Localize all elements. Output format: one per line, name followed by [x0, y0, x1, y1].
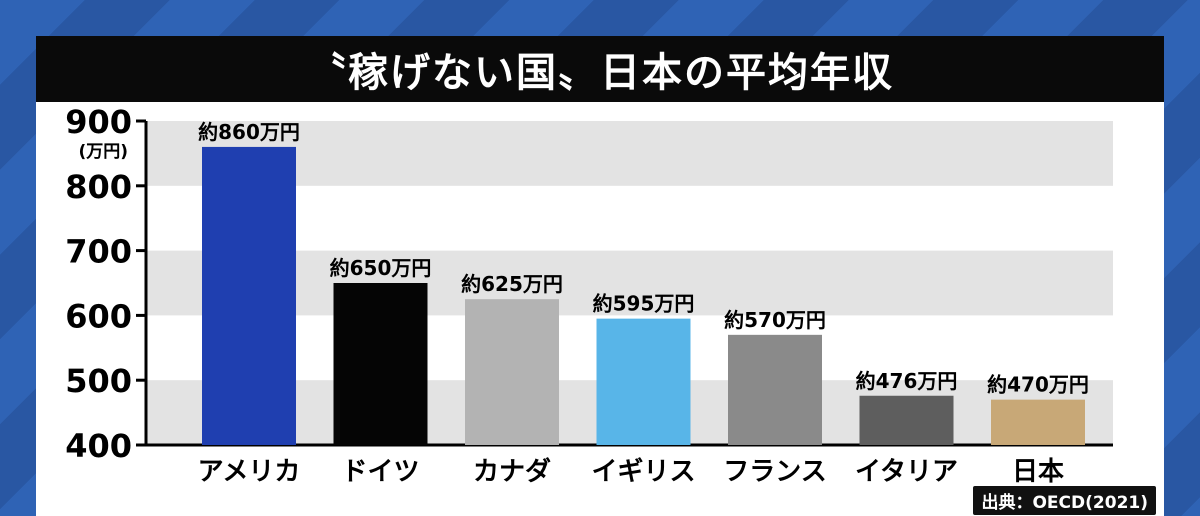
- bar: [991, 399, 1085, 445]
- y-tick-label: 800: [65, 168, 132, 206]
- bar: [202, 146, 296, 446]
- y-tick-label: 700: [65, 233, 132, 271]
- data-label: 約570万円: [724, 308, 826, 332]
- x-category-label: イタリア: [855, 457, 958, 487]
- bar: [333, 283, 428, 445]
- bar: [859, 395, 954, 445]
- chart-panel: 400 500 600 700 800 900 (万円) 約860万円アメリカ 約650万円ドイ…: [36, 102, 1164, 516]
- grid-band: [146, 250, 1113, 316]
- data-label: 約625万円: [461, 272, 563, 296]
- chart-title: 〝稼げない国〟日本の平均年収: [306, 50, 894, 96]
- x-category-label: フランス: [723, 457, 826, 487]
- bar: [465, 299, 559, 445]
- y-tick-label: 500: [65, 362, 132, 400]
- x-category-label: ドイツ: [341, 457, 419, 487]
- data-label: 約650万円: [330, 256, 432, 280]
- y-tick-label: 900: [65, 103, 132, 141]
- data-label: 約595万円: [593, 292, 695, 316]
- x-category-label: 日本: [1012, 457, 1064, 487]
- y-tick-label: 600: [65, 297, 132, 335]
- y-tick-label: 400: [65, 427, 132, 465]
- x-category-label: カナダ: [473, 456, 551, 487]
- bar: [596, 318, 691, 445]
- grid-band: [146, 121, 1113, 186]
- x-category-label: アメリカ: [198, 457, 301, 487]
- source-caption: 出典：OECD(2021): [973, 486, 1156, 515]
- bar: [728, 334, 822, 445]
- data-label: 約860万円: [198, 120, 300, 144]
- title-bar: 〝稼げない国〟日本の平均年収: [36, 36, 1164, 102]
- y-unit-label: (万円): [78, 142, 128, 162]
- x-category-label: イギリス: [591, 457, 695, 487]
- data-label: 約470万円: [987, 373, 1089, 397]
- data-label: 約476万円: [856, 369, 958, 393]
